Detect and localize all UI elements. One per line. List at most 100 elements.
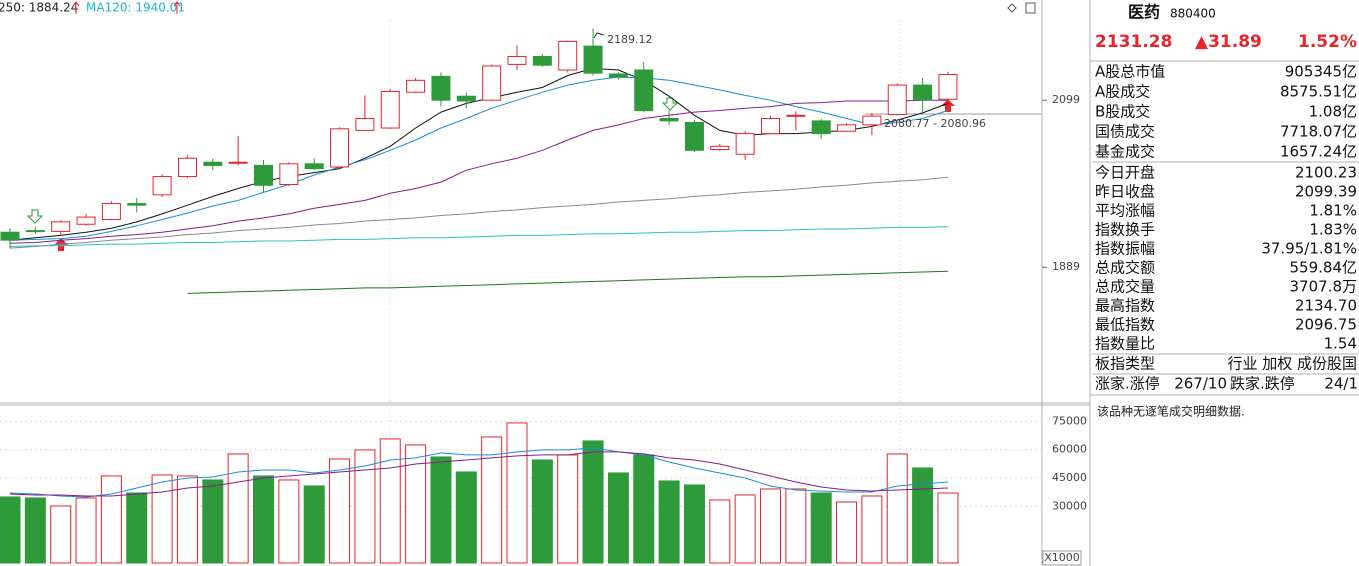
stat-value: 3707.8万: [1290, 278, 1358, 296]
stat-label: 最高指数: [1095, 297, 1155, 315]
stat-value: 37.95/1.81%: [1261, 240, 1357, 258]
candle-body: [735, 133, 755, 155]
stat-label: 指数振幅: [1095, 240, 1155, 258]
candle-body: [51, 221, 71, 232]
candle-body: [811, 120, 831, 135]
arrow-icon: [72, 1, 80, 14]
diamond-button[interactable]: [1007, 3, 1017, 13]
stat-label: 基金成交: [1095, 143, 1155, 161]
stat-value: 7718.07亿: [1280, 123, 1357, 141]
volume-average-line: [9, 451, 949, 497]
candle-body: [558, 40, 578, 71]
stat-value: 1.08亿: [1309, 103, 1357, 121]
volume-bar: [506, 422, 528, 564]
volume-bar: [329, 458, 351, 564]
stat-label: 昨日收盘: [1095, 183, 1155, 201]
breadth-value: 267/10: [1174, 375, 1227, 393]
moving-average-line: [9, 176, 949, 249]
volume-bar: [75, 497, 97, 564]
candle-body: [862, 115, 882, 126]
stat-value: 559.84亿: [1290, 259, 1358, 277]
signal-arrow: [26, 209, 44, 224]
candle-body: [355, 117, 375, 131]
candle-body: [127, 203, 147, 206]
volume-bar: [658, 480, 680, 564]
volume-bar: [430, 456, 452, 564]
candle-body: [684, 121, 704, 151]
candle-body: [177, 157, 197, 178]
volume-bar: [354, 449, 376, 564]
stat-label: A股成交: [1095, 83, 1150, 101]
candle-body: [913, 84, 933, 101]
volume-bar: [557, 454, 579, 564]
signal-arrow: [661, 97, 679, 111]
price-change: ▲31.89: [1195, 32, 1262, 52]
stat-label: 国债成交: [1095, 123, 1155, 141]
volume-bar: [379, 438, 401, 564]
stat-value: 2100.23: [1295, 164, 1357, 182]
candle-body: [507, 55, 527, 65]
volume-bar: [303, 485, 325, 564]
volume-bar: [151, 474, 173, 564]
volume-bar: [683, 484, 705, 564]
y-tick-label: 30000: [1052, 499, 1087, 512]
moving-average-line: [9, 67, 949, 241]
candle-body: [938, 74, 958, 100]
stat-label: 指数换手: [1095, 221, 1155, 239]
candle-body: [583, 45, 603, 74]
volume-bar: [836, 501, 858, 564]
candle-body: [431, 75, 451, 101]
volume-bar: [50, 505, 72, 564]
ma120-label: MA120: 1940.01: [86, 1, 185, 15]
stat-value: 2099.39: [1295, 183, 1357, 201]
stat-value: 2134.70: [1295, 297, 1357, 315]
candle-body: [254, 164, 273, 186]
signal-arrow: [941, 99, 955, 112]
volume-bar: [785, 488, 807, 564]
volume-bar: [253, 475, 274, 564]
ma250-label: 250: 1884.24: [0, 1, 78, 15]
volume-bar: [126, 492, 148, 564]
candle-body: [887, 84, 907, 116]
volume-bar: [810, 492, 832, 564]
volume-bar: [886, 453, 908, 564]
volume-bar: [607, 472, 629, 564]
candle-body: [532, 55, 552, 66]
y-tick-label: 2099: [1052, 93, 1080, 106]
stat-label: 平均涨幅: [1095, 202, 1155, 220]
candle-body: [761, 117, 780, 135]
stat-value: 1.81%: [1309, 202, 1357, 220]
stat-label: 总成交额: [1095, 259, 1155, 277]
stat-value: 1657.24亿: [1280, 143, 1357, 161]
volume-bar: [455, 471, 477, 564]
window-button[interactable]: [1025, 2, 1036, 14]
moving-average-line: [9, 226, 949, 247]
candle-body: [203, 161, 223, 166]
high-pointer: [593, 32, 605, 39]
volume-bar: [176, 475, 198, 564]
breadth-value: 24/1: [1324, 375, 1358, 393]
stat-value: 行业 加权 成份股国: [1227, 355, 1357, 373]
volume-bar: [912, 467, 934, 564]
unit-box: [1042, 550, 1082, 566]
volume-bar: [937, 492, 959, 564]
volume-bar: [582, 440, 604, 564]
security-code: 880400: [1170, 7, 1216, 21]
candle-body: [76, 216, 96, 225]
volume-bar: [202, 479, 224, 564]
y-tick-label: 60000: [1052, 443, 1087, 456]
volume-bar: [405, 444, 427, 564]
stat-value: 2096.75: [1295, 316, 1357, 334]
candle-body: [380, 90, 400, 129]
breadth-label: 跌家.跌停: [1230, 375, 1295, 393]
reference-annotation: 2080.77 - 2080.96: [884, 117, 986, 130]
volume-bar: [709, 499, 731, 564]
breadth-label: 涨家.涨停: [1095, 375, 1160, 393]
candle-body: [228, 161, 248, 164]
security-name: 医药: [1128, 3, 1160, 22]
price-change-pct: 1.52%: [1298, 32, 1357, 52]
stat-label: 板指类型: [1095, 355, 1155, 373]
candle-body: [456, 95, 476, 102]
candle-body: [482, 65, 502, 101]
